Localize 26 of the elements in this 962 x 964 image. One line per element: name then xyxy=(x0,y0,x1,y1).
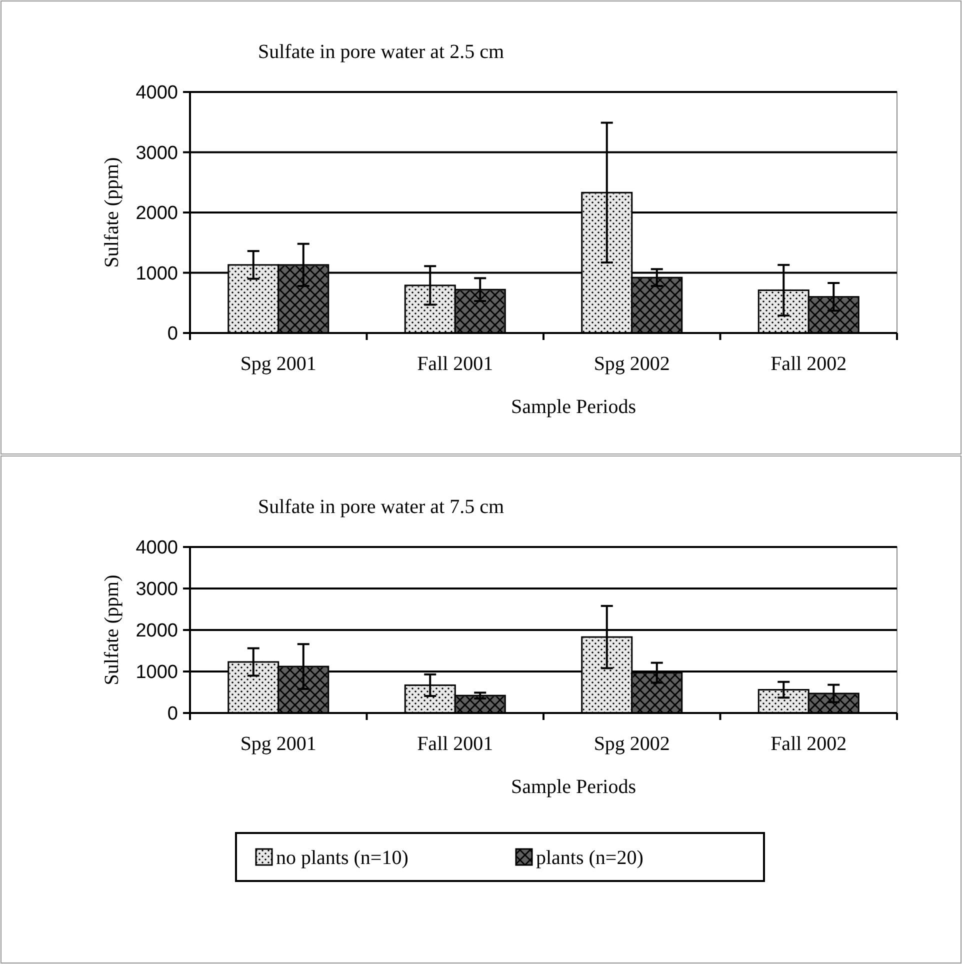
x-tick-label: Fall 2002 xyxy=(770,353,847,375)
x-tick-label: Spg 2002 xyxy=(594,353,670,375)
x-axis-title: Sample Periods xyxy=(511,776,636,798)
x-axis-title: Sample Periods xyxy=(511,396,636,418)
y-tick-label: 1000 xyxy=(136,662,178,684)
chart-title: Sulfate in pore water at 7.5 cm xyxy=(258,496,504,518)
y-tick-label: 0 xyxy=(167,704,178,725)
y-axis-title: Sulfate (ppm) xyxy=(101,574,123,686)
y-tick-label: 2000 xyxy=(136,203,178,224)
x-tick-label: Spg 2002 xyxy=(594,733,670,755)
legend-label: no plants (n=10) xyxy=(276,847,408,869)
y-tick-label: 3000 xyxy=(136,579,178,600)
y-tick-label: 1000 xyxy=(136,263,178,284)
x-tick-label: Spg 2001 xyxy=(240,733,316,755)
x-tick-label: Spg 2001 xyxy=(240,353,316,375)
x-tick-label: Fall 2001 xyxy=(417,353,494,375)
x-tick-label: Fall 2001 xyxy=(417,733,494,755)
chart-title: Sulfate in pore water at 2.5 cm xyxy=(258,41,504,63)
y-tick-label: 3000 xyxy=(136,142,178,164)
y-tick-label: 0 xyxy=(167,324,178,345)
x-tick-label: Fall 2002 xyxy=(770,733,847,755)
legend-label: plants (n=20) xyxy=(536,847,644,869)
y-axis-title: Sulfate (ppm) xyxy=(101,157,123,268)
y-tick-label: 4000 xyxy=(136,82,178,104)
y-tick-label: 2000 xyxy=(136,620,178,642)
y-tick-label: 4000 xyxy=(136,538,178,559)
